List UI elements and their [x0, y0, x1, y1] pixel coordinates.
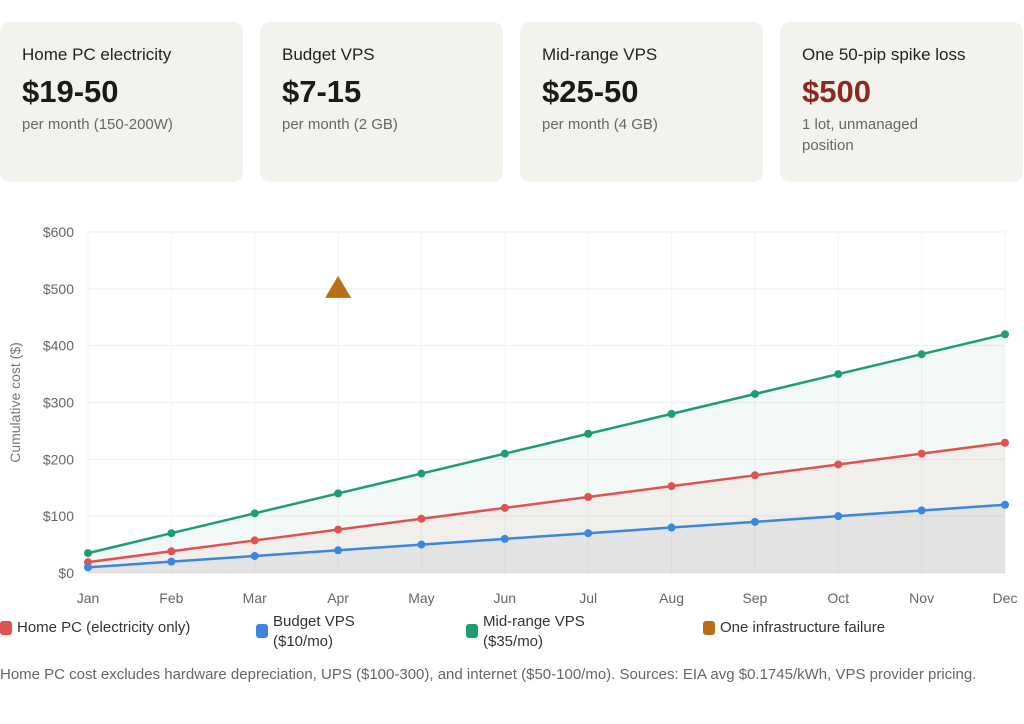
card-title: Home PC electricity: [22, 45, 172, 64]
data-point: [250, 551, 259, 560]
data-point: [417, 514, 426, 523]
series-line: [87, 333, 1006, 555]
data-point: [584, 429, 593, 438]
data-point: [834, 512, 843, 521]
data-point: [167, 557, 176, 566]
stat-card-home-pc: Home PC electricity $19-50 per month (15…: [0, 22, 243, 182]
series-area: [88, 442, 1005, 573]
stat-card-midrange-vps: Mid-range VPS $25-50 per month (4 GB): [520, 22, 763, 182]
legend-label: One infrastructure failure: [720, 619, 886, 636]
data-point: [834, 370, 843, 379]
data-point: [84, 563, 92, 572]
card-title: One 50-pip spike loss: [802, 45, 966, 64]
failure-event-marker: [325, 275, 352, 298]
y-axis-label: Cumulative cost ($): [7, 342, 23, 463]
x-tick-label: Jan: [77, 590, 100, 606]
data-point: [167, 529, 176, 538]
data-point: [1001, 500, 1009, 509]
cumulative-cost-chart: $0 $100 $200 $300 $400 $500 $600 Jan Feb Mar Apr Ma…: [7, 224, 1018, 606]
x-tick-label: Nov: [909, 590, 934, 606]
data-point: [1001, 330, 1009, 339]
stat-card-budget-vps: Budget VPS $7-15 per month (2 GB): [260, 22, 503, 182]
data-point: [917, 449, 926, 458]
x-tick-label: Oct: [827, 590, 849, 606]
legend-swatch: [0, 621, 12, 635]
y-tick-label: $600: [43, 224, 74, 240]
legend-swatch: [466, 624, 478, 638]
x-tick-label: Aug: [659, 590, 684, 606]
data-point: [750, 389, 759, 398]
legend-item-budget-vps[interactable]: Budget VPS ($10/mo): [256, 612, 355, 652]
x-tick-label: Feb: [159, 590, 183, 606]
x-tick-label: Sep: [742, 590, 767, 606]
y-tick-label: $0: [58, 565, 74, 581]
y-tick-label: $500: [43, 281, 74, 297]
card-value: $500: [802, 74, 871, 109]
card-title: Mid-range VPS: [542, 45, 658, 64]
series-area: [88, 504, 1005, 573]
data-point: [84, 549, 92, 558]
series-line: [87, 503, 1006, 569]
data-point: [334, 546, 343, 555]
legend-item-failure[interactable]: One infrastructure failure: [703, 618, 885, 638]
x-tick-label: Apr: [327, 590, 349, 606]
x-tick-label: Jul: [579, 590, 597, 606]
legend-item-midrange-vps[interactable]: Mid-range VPS ($35/mo): [466, 612, 585, 652]
data-point: [667, 409, 676, 418]
stat-card-spike-loss: One 50-pip spike loss $500 1 lot, unmana…: [780, 22, 1023, 182]
x-tick-label: Dec: [993, 590, 1018, 606]
y-tick-label: $200: [43, 451, 74, 467]
data-point: [417, 469, 426, 478]
legend-label: Mid-range VPS ($35/mo): [483, 613, 585, 650]
data-point: [417, 540, 426, 549]
data-point: [750, 471, 759, 480]
card-subtitle: 1 lot, unmanaged position: [802, 116, 918, 154]
data-point: [250, 536, 259, 545]
card-value: $25-50: [542, 74, 639, 109]
card-subtitle: per month (4 GB): [542, 116, 658, 133]
data-point: [500, 503, 509, 512]
data-point: [334, 489, 343, 498]
data-point: [167, 547, 176, 556]
data-point: [334, 525, 343, 534]
data-point: [1001, 438, 1009, 447]
data-point: [500, 534, 509, 543]
y-tick-label: $100: [43, 508, 74, 524]
data-point: [667, 482, 676, 491]
data-point: [667, 523, 676, 532]
x-tick-label: May: [408, 590, 434, 606]
series-line: [87, 441, 1006, 564]
data-point: [750, 517, 759, 526]
card-value: $7-15: [282, 74, 362, 109]
legend-item-home-pc[interactable]: Home PC (electricity only): [0, 618, 190, 638]
data-point: [250, 509, 259, 518]
data-point: [500, 449, 509, 458]
data-point: [917, 350, 926, 359]
legend-label: Home PC (electricity only): [17, 619, 191, 636]
legend-label: Budget VPS ($10/mo): [273, 613, 355, 650]
card-title: Budget VPS: [282, 45, 375, 64]
legend-swatch: [256, 624, 268, 638]
data-point: [834, 460, 843, 469]
x-tick-label: Mar: [243, 590, 267, 606]
series-area: [88, 334, 1005, 573]
data-point: [584, 493, 593, 502]
y-tick-label: $300: [43, 395, 74, 411]
x-tick-label: Jun: [494, 590, 517, 606]
footnote: Home PC cost excludes hardware depreciat…: [0, 666, 977, 683]
card-value: $19-50: [22, 74, 119, 109]
card-subtitle: per month (2 GB): [282, 116, 398, 133]
card-subtitle: per month (150-200W): [22, 116, 173, 133]
data-point: [917, 506, 926, 515]
legend-swatch: [703, 621, 715, 635]
legend: Home PC (electricity only) Budget VPS ($…: [0, 612, 1024, 656]
data-point: [584, 529, 593, 538]
y-tick-label: $400: [43, 338, 74, 354]
